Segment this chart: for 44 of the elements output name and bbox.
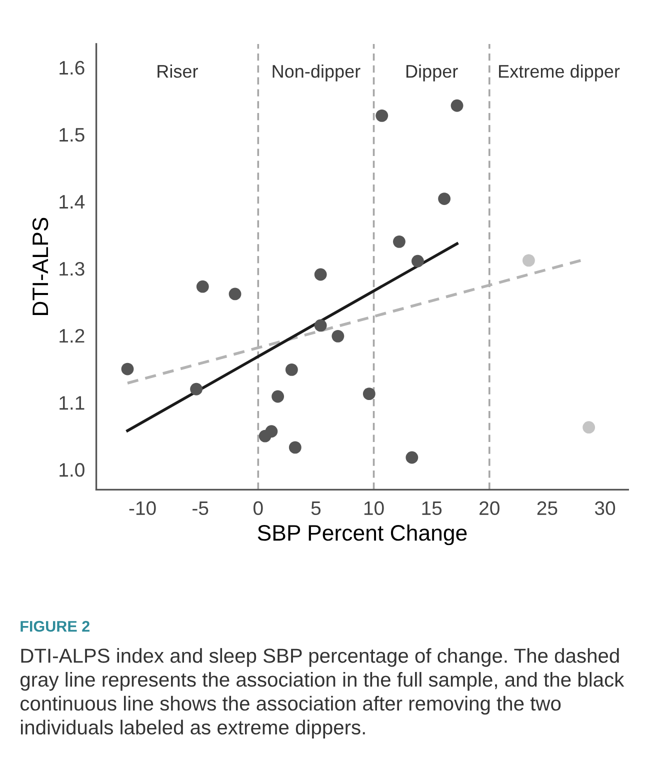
point <box>228 288 242 300</box>
annotation: Riser <box>158 64 198 78</box>
x-tick-label: -5 <box>192 501 208 516</box>
x-tick-label: 30 <box>594 501 616 516</box>
point <box>362 388 376 400</box>
point <box>450 99 464 112</box>
y-axis-title: DTI-ALPS <box>32 218 48 316</box>
point <box>582 421 596 434</box>
annotation: Dipper <box>406 64 458 82</box>
y-tick-label: 1.6 <box>60 60 84 75</box>
point <box>522 254 535 267</box>
annotation: Non-dipper <box>272 64 360 82</box>
x-axis-title: SBP Percent Change <box>258 524 467 546</box>
x-tick-label: 25 <box>537 501 558 516</box>
x-tick-label: 0 <box>254 501 263 516</box>
caption: FIGURE 2 <box>20 620 90 632</box>
point <box>332 330 344 342</box>
x-tick-label: 15 <box>422 501 442 516</box>
y-tick-label: 1.1 <box>60 396 84 410</box>
point <box>314 319 327 332</box>
x-tick-label: 20 <box>480 501 500 516</box>
point <box>258 430 272 442</box>
point <box>285 363 298 376</box>
point <box>190 382 203 396</box>
point <box>438 192 451 205</box>
point <box>272 390 284 403</box>
y-tick-label: 1.4 <box>60 195 85 209</box>
y-tick-label: 1.0 <box>60 463 84 477</box>
point <box>393 235 406 248</box>
point <box>412 254 424 268</box>
point <box>121 362 134 376</box>
x-tick-label: 10 <box>364 501 384 516</box>
point <box>196 280 209 293</box>
x-tick-label: -10 <box>129 501 156 516</box>
y-tick-label: 1.2 <box>60 328 84 343</box>
point <box>288 441 302 454</box>
y-tick-label: 1.3 <box>60 262 84 276</box>
text: DTI-ALPS index and sleep SBP percentage of change. The dashed gray line represents the association in the full sample, and the black continuous line shows the association after removing the two individuals labeled as extreme dippers. <box>20 648 624 739</box>
point <box>406 451 418 464</box>
annotation: Extreme dipper <box>499 64 620 82</box>
point <box>314 268 327 281</box>
point <box>376 109 388 122</box>
x-tick-label: 5 <box>311 501 321 516</box>
y-tick-label: 1.5 <box>60 128 84 142</box>
